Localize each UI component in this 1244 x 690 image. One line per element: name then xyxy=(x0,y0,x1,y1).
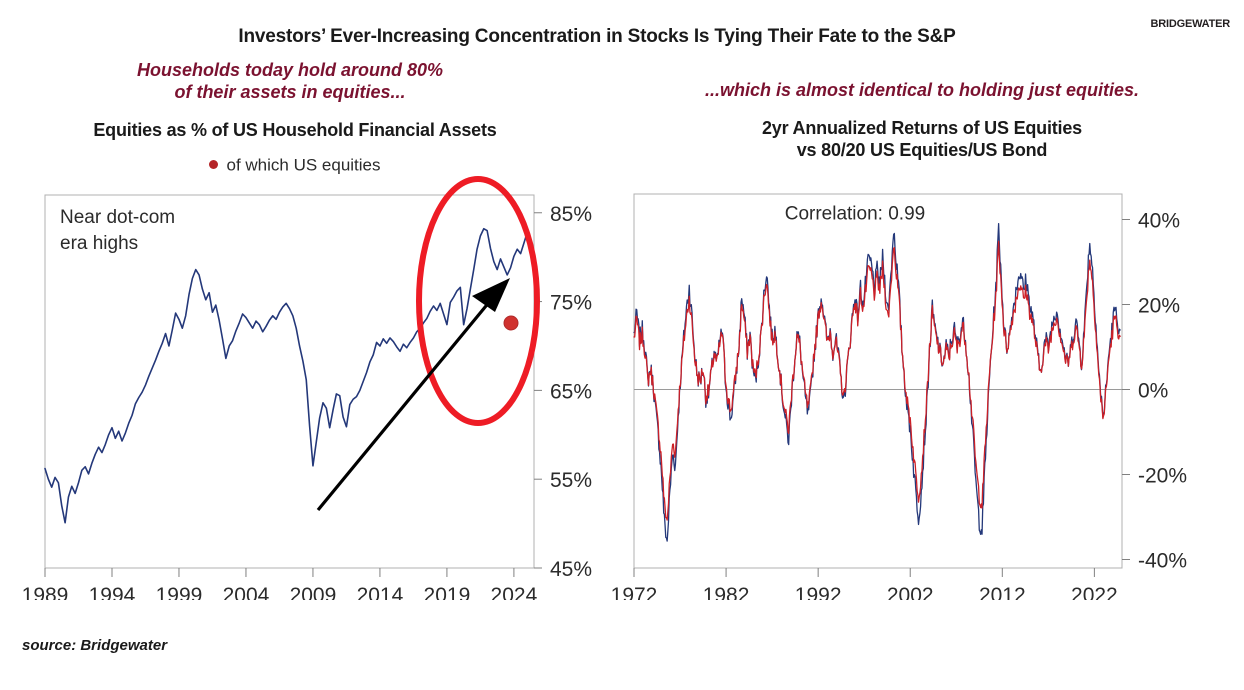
y-tick-label: 20% xyxy=(1138,295,1180,318)
y-tick-label: 75% xyxy=(550,292,592,315)
right-plot-frame xyxy=(633,193,1123,569)
y-tick-label: 55% xyxy=(550,469,592,492)
legend-label-us-equities: of which US equities xyxy=(226,155,381,175)
y-tick-label: 85% xyxy=(550,203,592,226)
right-panel-title-line1: 2yr Annualized Returns of US Equities xyxy=(762,118,1082,138)
annotation-correlation: Correlation: 0.99 xyxy=(785,204,925,225)
x-tick-label: 2002 xyxy=(887,584,934,600)
left-kicker-line2: of their assets in equities... xyxy=(174,81,406,102)
trend-arrow-line xyxy=(316,293,497,512)
series-line-equities-share xyxy=(44,227,529,524)
x-tick-label: 2004 xyxy=(223,584,270,600)
right-chart-svg: -40% -20% 0% 20% 40% 1972 1982 1992 2002 2012 2022… xyxy=(611,193,1187,600)
left-chart-svg: 45% 55% 65% 75% 85% 1989 1994 1999 2004 2009 2014 2… xyxy=(22,176,592,600)
series-line-8020-portfolio xyxy=(633,240,1121,521)
x-tick-label: 2012 xyxy=(979,584,1026,600)
left-panel-kicker: Households today hold around 80% of thei… xyxy=(10,60,570,104)
left-panel-title: Equities as % of US Household Financial … xyxy=(93,120,497,140)
x-tick-label: 1972 xyxy=(611,584,658,600)
x-tick-label: 1982 xyxy=(703,584,750,600)
x-tick-label: 2022 xyxy=(1071,584,1118,600)
source-note: source: Bridgewater xyxy=(22,637,168,654)
right-panel-title: 2yr Annualized Returns of US Equities vs… xyxy=(620,118,1224,162)
right-panel-title-line2: vs 80/20 US Equities/US Bond xyxy=(796,139,1048,160)
x-tick-label: 1999 xyxy=(156,584,203,600)
y-tick-label: -20% xyxy=(1138,465,1187,488)
us-equities-marker-dot xyxy=(503,315,519,331)
highlight-ellipse-recent-years xyxy=(416,176,540,426)
x-tick-label: 1992 xyxy=(795,584,842,600)
page-title: Investors’ Ever-Increasing Concentration… xyxy=(238,26,956,47)
y-tick-label: 0% xyxy=(1138,380,1168,403)
left-chart-legend: of which US equities xyxy=(10,155,580,176)
left-plot-frame xyxy=(44,194,535,569)
annotation-dotcom-line2: era highs xyxy=(60,233,138,254)
x-tick-label: 2019 xyxy=(424,584,471,600)
y-tick-label: -40% xyxy=(1138,550,1187,573)
x-tick-label: 1994 xyxy=(89,584,136,600)
x-tick-label: 2009 xyxy=(290,584,337,600)
x-tick-label: 1989 xyxy=(22,584,69,600)
left-kicker-line1: Households today hold around 80% xyxy=(136,60,444,80)
red-dot-icon xyxy=(209,160,219,170)
left-chart: 45% 55% 65% 75% 85% 1989 1994 1999 2004 2009 2014 2… xyxy=(0,170,600,600)
y-tick-label: 65% xyxy=(550,380,592,403)
trend-arrow-head xyxy=(472,278,510,312)
right-panel-kicker: ...which is almost identical to holding … xyxy=(704,80,1140,100)
y-tick-label: 40% xyxy=(1138,210,1180,233)
x-tick-label: 2024 xyxy=(491,584,538,600)
x-tick-label: 2014 xyxy=(357,584,404,600)
bridgewater-logo: BRIDGEWATER xyxy=(1150,18,1231,30)
y-tick-label: 45% xyxy=(550,558,592,581)
right-chart: -40% -20% 0% 20% 40% 1972 1982 1992 2002 2012 2022… xyxy=(600,170,1244,600)
annotation-dotcom-line1: Near dot-com xyxy=(60,207,175,228)
